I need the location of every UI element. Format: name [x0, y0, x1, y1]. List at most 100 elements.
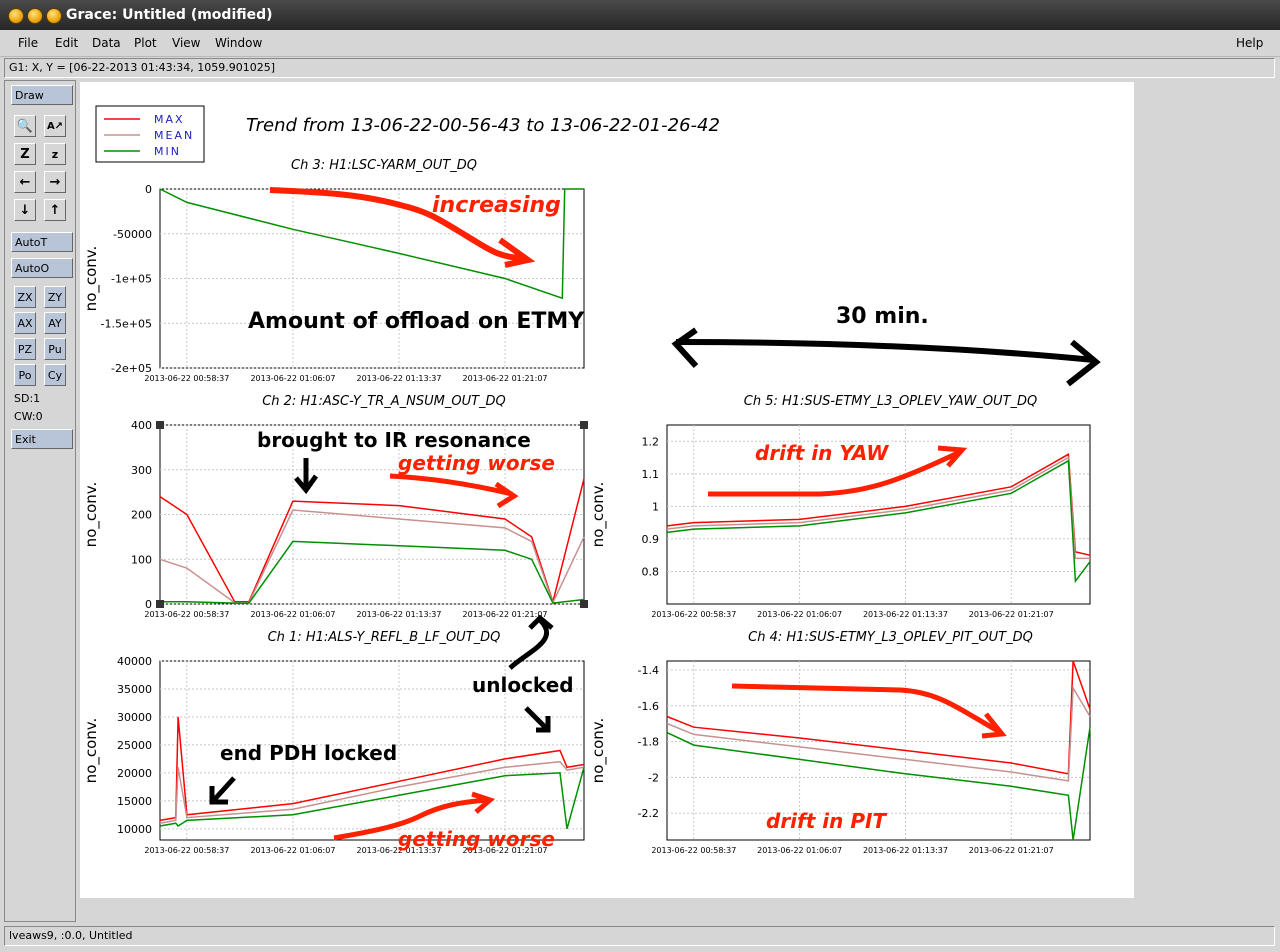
series-line-mean [159, 509, 585, 605]
ay-button[interactable]: AY [44, 312, 66, 334]
arrow-right-icon[interactable]: → [44, 171, 66, 193]
legend: MAX MEAN MIN [95, 105, 205, 163]
y-tick-label: -1.8 [638, 736, 659, 749]
y-tick-label: 1.2 [642, 435, 660, 448]
annotations: increasing Amount of offload on ETMY 30 … [209, 187, 1101, 851]
y-tick-label: 200 [131, 509, 152, 522]
x-tick-label: 2013-06-22 01:06:07 [757, 610, 842, 619]
x-tick-label: 2013-06-22 01:13:37 [357, 374, 442, 383]
arrow-up-icon[interactable]: ↑ [44, 199, 66, 221]
y-tick-label: 0.8 [642, 565, 660, 578]
selection-handle [580, 421, 588, 429]
x-tick-label: 2013-06-22 01:06:07 [250, 374, 335, 383]
menu-bar: File Edit Data Plot View Window Help [0, 30, 1280, 57]
exit-button[interactable]: Exit [11, 429, 73, 449]
chart-title: Ch 4: H1:SUS-ETMY_L3_OPLEV_PIT_OUT_DQ [748, 630, 1033, 645]
trend-figure: 2013-06-22 00:58:37 2013-06-22 01:06:07 20… [82, 105, 1101, 855]
y-tick-label: 20000 [117, 767, 152, 780]
x-tick-label: 2013-06-22 00:58:37 [651, 846, 736, 855]
arrow-left-icon[interactable]: ← [14, 171, 36, 193]
x-tick-label: 2013-06-22 01:13:37 [357, 846, 442, 855]
ax-button[interactable]: AX [14, 312, 36, 334]
autot-button[interactable]: AutoT [11, 232, 73, 252]
po-button[interactable]: Po [14, 364, 36, 386]
x-tick-label: 2013-06-22 00:58:37 [651, 610, 736, 619]
zy-button[interactable]: ZY [44, 286, 66, 308]
drift-yaw-arrow [708, 445, 968, 497]
y-tick-label: -2e+05 [111, 362, 152, 375]
annot-brought: brought to IR resonance [257, 428, 531, 452]
selection-handle [156, 600, 164, 608]
x-tick-label: 2013-06-22 01:21:07 [463, 846, 548, 855]
x-tick-label: 2013-06-22 00:58:37 [144, 846, 229, 855]
close-window-icon[interactable] [8, 8, 24, 24]
chart-1: 2013-06-22 00:58:37 2013-06-22 01:06:07 20… [82, 158, 585, 383]
series-line-min [666, 727, 1091, 841]
title-bar: Grace: Untitled (modified) [0, 0, 1280, 31]
y-tick-label: -2.2 [638, 807, 659, 820]
unlocked-up-arrow [508, 614, 554, 670]
plot-canvas[interactable]: 2013-06-22 00:58:37 2013-06-22 01:06:07 20… [80, 82, 1134, 898]
x-tick-label: 2013-06-22 01:13:37 [863, 846, 948, 855]
y-tick-label: 400 [131, 419, 152, 432]
window-title: Grace: Untitled (modified) [66, 7, 273, 23]
chart-5: 2013-06-22 00:58:37 2013-06-22 01:06:07 20… [589, 630, 1091, 855]
pz-button[interactable]: PZ [14, 338, 36, 360]
zoom-icon[interactable]: 🔍 [14, 115, 36, 137]
worse1-arrow [389, 473, 519, 509]
y-tick-label: 35000 [117, 683, 152, 696]
y-tick-label: -1.4 [638, 664, 659, 677]
zoom-z-small-icon[interactable]: z [44, 143, 66, 165]
x-tick-label: 2013-06-22 01:21:07 [969, 610, 1054, 619]
minimize-window-icon[interactable] [27, 8, 43, 24]
y-tick-label: 15000 [117, 795, 152, 808]
series-line-mean [159, 760, 585, 824]
series-line-max [159, 716, 585, 822]
series-line-mean [666, 685, 1091, 782]
menu-window[interactable]: Window [215, 36, 263, 50]
y-axis-label: no_conv. [589, 718, 608, 784]
zoom-z-icon[interactable]: Z [14, 143, 36, 165]
chart-3: 2013-06-22 00:58:37 2013-06-22 01:06:07 20… [589, 394, 1091, 619]
status-bar: lveaws9, :0.0, Untitled [4, 926, 1275, 946]
legend-max: MAX [154, 113, 185, 126]
menu-data[interactable]: Data [92, 36, 121, 50]
y-tick-label: 1 [652, 500, 659, 513]
draw-button[interactable]: Draw [11, 85, 73, 105]
x-tick-label: 2013-06-22 00:58:37 [144, 610, 229, 619]
y-tick-label: 0.9 [642, 533, 660, 546]
plot-frame [666, 424, 1091, 605]
status-text: lveaws9, :0.0, Untitled [9, 929, 133, 942]
maximize-window-icon[interactable] [46, 8, 62, 24]
menu-help[interactable]: Help [1236, 36, 1264, 50]
cy-button[interactable]: Cy [44, 364, 66, 386]
locator-bar: G1: X, Y = [06-22-2013 01:43:34, 1059.90… [4, 58, 1275, 78]
y-tick-label: 30000 [117, 711, 152, 724]
menu-view[interactable]: View [172, 36, 201, 50]
annot-increasing: increasing [432, 193, 561, 218]
locator-text: G1: X, Y = [06-22-2013 01:43:34, 1059.90… [9, 61, 276, 74]
zx-button[interactable]: ZX [14, 286, 36, 308]
pu-button[interactable]: Pu [44, 338, 66, 360]
annot-unlocked: unlocked [472, 673, 574, 697]
text-tool-icon[interactable]: A↗ [44, 115, 66, 137]
arrow-down-icon[interactable]: ↓ [14, 199, 36, 221]
y-tick-label: -2 [648, 771, 659, 784]
autoo-button[interactable]: AutoO [11, 258, 73, 278]
y-tick-label: 100 [131, 553, 152, 566]
series-line-min [159, 188, 584, 300]
y-tick-label: 0 [145, 183, 152, 196]
annot-pdh: end PDH locked [220, 741, 397, 765]
menu-plot[interactable]: Plot [134, 36, 157, 50]
chart-title: Ch 2: H1:ASC-Y_TR_A_NSUM_OUT_DQ [262, 394, 506, 409]
y-axis-label: no_conv. [589, 482, 608, 548]
increasing-arrow [269, 187, 526, 261]
y-axis-label: no_conv. [82, 718, 101, 784]
menu-edit[interactable]: Edit [55, 36, 79, 50]
x-tick-label: 2013-06-22 01:06:07 [250, 846, 335, 855]
series-line-min [160, 540, 585, 604]
y-tick-label: 25000 [117, 739, 152, 752]
menu-file[interactable]: File [18, 36, 39, 50]
series-line-min [159, 767, 585, 829]
y-tick-label: 10000 [117, 823, 152, 836]
